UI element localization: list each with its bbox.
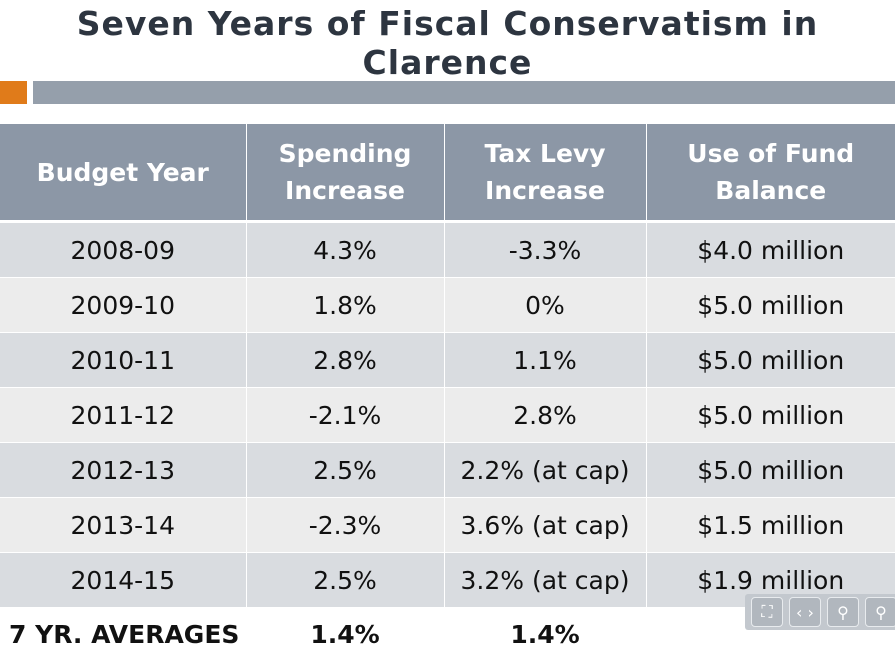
table-row: 2012-13 2.5% 2.2% (at cap) $5.0 million [0, 443, 895, 498]
average-tax-levy-increase: 1.4% [444, 608, 646, 660]
cell-spending-increase: 1.8% [246, 278, 444, 333]
table-row: 2011-12 -2.1% 2.8% $5.0 million [0, 388, 895, 443]
title-divider-bar [33, 81, 895, 104]
cell-budget-year: 2010-11 [0, 333, 246, 388]
table-row: 2009-10 1.8% 0% $5.0 million [0, 278, 895, 333]
header-use-of-fund-balance: Use of Fund Balance [646, 124, 895, 222]
header-spending-increase: Spending Increase [246, 124, 444, 222]
cell-tax-levy-increase: 2.8% [444, 388, 646, 443]
fullscreen-icon[interactable]: ⛶ [751, 597, 783, 627]
cell-spending-increase: -2.1% [246, 388, 444, 443]
cell-budget-year: 2014-15 [0, 553, 246, 608]
accent-square [0, 81, 27, 104]
cell-tax-levy-increase: 2.2% (at cap) [444, 443, 646, 498]
cell-tax-levy-increase: 1.1% [444, 333, 646, 388]
table-row: 2013-14 -2.3% 3.6% (at cap) $1.5 million [0, 498, 895, 553]
cell-fund-balance: $5.0 million [646, 443, 895, 498]
fit-width-icon[interactable]: ‹ › [789, 597, 821, 627]
budget-table: Budget Year Spending Increase Tax Levy I… [0, 124, 895, 660]
cell-spending-increase: 4.3% [246, 222, 444, 278]
cell-fund-balance: $5.0 million [646, 388, 895, 443]
cell-tax-levy-increase: 3.2% (at cap) [444, 553, 646, 608]
cell-spending-increase: 2.8% [246, 333, 444, 388]
slide-title: Seven Years of Fiscal Conservatism in Cl… [0, 4, 895, 82]
cell-spending-increase: -2.3% [246, 498, 444, 553]
cell-tax-levy-increase: 0% [444, 278, 646, 333]
cell-budget-year: 2008-09 [0, 222, 246, 278]
cell-spending-increase: 2.5% [246, 553, 444, 608]
cell-budget-year: 2012-13 [0, 443, 246, 498]
table-row: 2010-11 2.8% 1.1% $5.0 million [0, 333, 895, 388]
cell-budget-year: 2009-10 [0, 278, 246, 333]
header-tax-levy-increase: Tax Levy Increase [444, 124, 646, 222]
cell-fund-balance: $1.5 million [646, 498, 895, 553]
cell-spending-increase: 2.5% [246, 443, 444, 498]
cell-budget-year: 2011-12 [0, 388, 246, 443]
cell-fund-balance: $5.0 million [646, 333, 895, 388]
zoom-icon[interactable]: ⚲ [827, 597, 859, 627]
cell-budget-year: 2013-14 [0, 498, 246, 553]
cell-tax-levy-increase: 3.6% (at cap) [444, 498, 646, 553]
zoom-out-icon[interactable]: ⚲ [865, 597, 895, 627]
table-header-row: Budget Year Spending Increase Tax Levy I… [0, 124, 895, 222]
cell-fund-balance: $4.0 million [646, 222, 895, 278]
averages-label: 7 YR. AVERAGES [0, 608, 246, 660]
viewer-controls: ⛶ ‹ › ⚲ ⚲ [745, 594, 895, 630]
table-row: 2008-09 4.3% -3.3% $4.0 million [0, 222, 895, 278]
header-budget-year: Budget Year [0, 124, 246, 222]
cell-fund-balance: $5.0 million [646, 278, 895, 333]
average-spending-increase: 1.4% [246, 608, 444, 660]
cell-tax-levy-increase: -3.3% [444, 222, 646, 278]
